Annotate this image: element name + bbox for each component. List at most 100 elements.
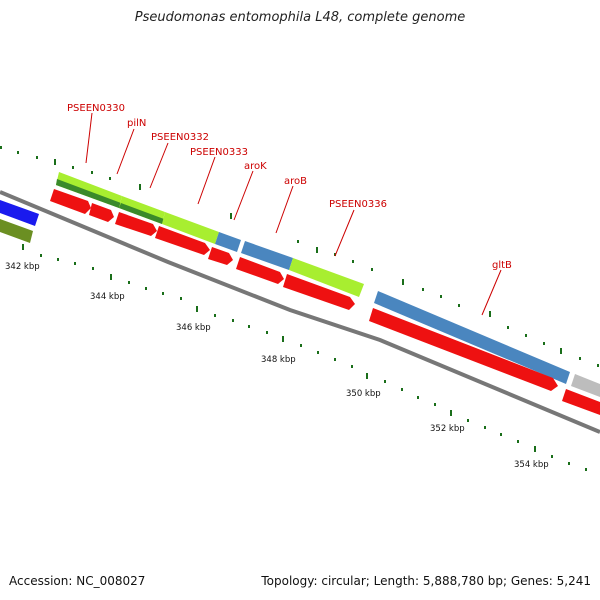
minor-tick xyxy=(585,468,587,471)
scale-label-342: 342 kbp xyxy=(5,262,40,272)
minor-tick xyxy=(297,240,299,243)
feature-blue-left[interactable] xyxy=(0,200,39,226)
minor-tick xyxy=(543,342,545,345)
minor-tick xyxy=(458,304,460,307)
major-tick xyxy=(196,306,198,312)
minor-tick xyxy=(232,319,234,322)
major-tick xyxy=(489,311,491,317)
cds-arrow-4[interactable] xyxy=(155,226,210,255)
leader-arok xyxy=(233,170,254,221)
minor-tick xyxy=(128,281,130,284)
gene-label-piln[interactable]: pilN xyxy=(127,118,146,129)
gene-label-gltb[interactable]: gltB xyxy=(492,260,512,271)
minor-tick xyxy=(248,325,250,328)
minor-tick xyxy=(579,357,581,360)
scale-labels: 342 kbp 344 kbp 346 kbp 348 kbp 350 kbp … xyxy=(5,262,549,470)
major-tick xyxy=(560,348,562,354)
minor-tick xyxy=(507,326,509,329)
gene-bar-next[interactable] xyxy=(571,374,600,397)
gene-labels: PSEEN0330 pilN PSEEN0332 PSEEN0333 aroK … xyxy=(67,103,512,271)
gene-label-pseen0330[interactable]: PSEEN0330 xyxy=(67,103,125,114)
minor-tick xyxy=(300,344,302,347)
minor-tick xyxy=(500,433,502,436)
genome-backbone xyxy=(0,190,600,434)
leader-pseen0333 xyxy=(197,156,216,205)
leader-piln xyxy=(116,128,135,175)
cds-arrow-7[interactable] xyxy=(283,274,355,310)
gene-bar-pseen0332[interactable] xyxy=(162,212,219,244)
major-tick xyxy=(366,373,368,379)
minor-tick xyxy=(91,171,93,174)
leader-pseen0336 xyxy=(334,209,355,257)
minor-tick xyxy=(17,151,19,154)
scale-label-354: 354 kbp xyxy=(514,460,549,470)
gene-bar-pseen0330-inner xyxy=(56,179,121,208)
gene-bar-arok[interactable] xyxy=(241,241,293,270)
scale-label-352: 352 kbp xyxy=(430,424,465,434)
minor-tick xyxy=(40,254,42,257)
minor-tick xyxy=(0,146,2,149)
minor-tick xyxy=(484,426,486,429)
minor-tick xyxy=(440,295,442,298)
leader-pseen0332 xyxy=(149,142,169,189)
minor-tick xyxy=(57,258,59,261)
minor-tick xyxy=(597,364,599,367)
leader-gltb xyxy=(481,269,502,316)
major-tick xyxy=(54,159,56,165)
major-tick xyxy=(534,446,536,452)
scale-label-346: 346 kbp xyxy=(176,323,211,333)
major-tick xyxy=(450,410,452,416)
minor-tick xyxy=(525,334,527,337)
major-tick xyxy=(316,247,318,253)
minor-tick xyxy=(351,365,353,368)
minor-tick xyxy=(266,331,268,334)
cds-arrow-band xyxy=(50,189,600,415)
minor-tick xyxy=(551,455,553,458)
minor-tick xyxy=(92,267,94,270)
gene-bar-arob[interactable] xyxy=(289,258,364,297)
inner-tick-row xyxy=(22,244,587,471)
gene-label-pseen0332[interactable]: PSEEN0332 xyxy=(151,132,209,143)
outer-tick-row xyxy=(0,146,599,367)
cds-arrow-8[interactable] xyxy=(369,308,558,391)
scale-label-350: 350 kbp xyxy=(346,389,381,399)
minor-tick xyxy=(180,297,182,300)
minor-tick xyxy=(74,262,76,265)
major-tick xyxy=(402,279,404,285)
genome-summary-text: Topology: circular; Length: 5,888,780 bp… xyxy=(261,574,591,588)
gene-label-arok[interactable]: aroK xyxy=(244,161,267,172)
minor-tick xyxy=(434,403,436,406)
gene-label-pseen0333[interactable]: PSEEN0333 xyxy=(190,147,248,158)
major-tick xyxy=(230,213,232,219)
minor-tick xyxy=(162,292,164,295)
scale-label-348: 348 kbp xyxy=(261,355,296,365)
minor-tick xyxy=(568,462,570,465)
minor-tick xyxy=(214,314,216,317)
gene-label-pseen0336[interactable]: PSEEN0336 xyxy=(329,199,387,210)
minor-tick xyxy=(371,268,373,271)
minor-tick xyxy=(352,260,354,263)
major-tick xyxy=(282,336,284,342)
cds-arrow-1[interactable] xyxy=(50,189,91,214)
minor-tick xyxy=(384,380,386,383)
minor-tick xyxy=(334,358,336,361)
minor-tick xyxy=(401,388,403,391)
minor-tick xyxy=(72,166,74,169)
gene-feature-band xyxy=(56,172,600,397)
cds-arrow-5[interactable] xyxy=(208,247,233,265)
gene-label-arob[interactable]: aroB xyxy=(284,176,307,187)
scale-label-344: 344 kbp xyxy=(90,292,125,302)
cds-arrow-9[interactable] xyxy=(562,389,600,415)
minor-tick xyxy=(36,156,38,159)
cds-arrow-6[interactable] xyxy=(236,257,284,284)
gene-bar-pseen0333[interactable] xyxy=(215,232,241,252)
cds-arrow-3[interactable] xyxy=(115,212,157,236)
accession-text: Accession: NC_008027 xyxy=(9,574,146,588)
gene-bar-gltb[interactable] xyxy=(374,291,570,384)
cds-arrow-2[interactable] xyxy=(89,203,114,222)
map-title: Pseudomonas entomophila L48, complete ge… xyxy=(134,10,466,25)
minor-tick xyxy=(517,440,519,443)
feature-olive-left[interactable] xyxy=(0,219,33,243)
